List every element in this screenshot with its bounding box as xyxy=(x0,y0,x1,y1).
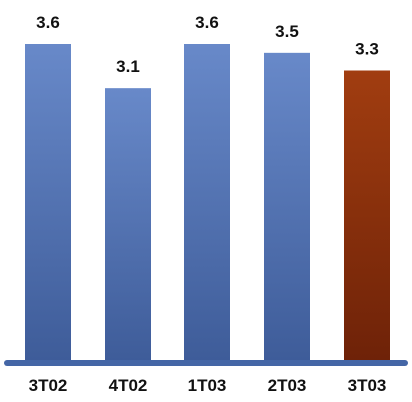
value-label-3t03: 3.3 xyxy=(355,40,379,59)
x-tick-label-3t02: 3T02 xyxy=(29,376,68,395)
x-tick-label-4t02: 4T02 xyxy=(109,376,148,395)
value-label-2t03: 3.5 xyxy=(275,22,299,41)
value-label-4t02: 3.1 xyxy=(116,57,140,76)
bar-4t02 xyxy=(105,88,151,363)
bar-2t03 xyxy=(264,52,310,362)
x-tick-label-2t03: 2T03 xyxy=(268,376,307,395)
x-tick-label-3t03: 3T03 xyxy=(348,376,387,395)
value-label-3t02: 3.6 xyxy=(36,13,60,32)
value-label-1t03: 3.6 xyxy=(195,13,219,32)
bar-1t03 xyxy=(184,44,230,362)
bar-3t02 xyxy=(25,44,71,362)
x-tick-labels-group: 3T02 4T02 1T03 2T03 3T03 xyxy=(29,376,387,395)
value-labels-group: 3.6 3.1 3.6 3.5 3.3 xyxy=(36,13,379,76)
x-axis-baseline xyxy=(4,360,408,366)
bar-3t03 xyxy=(344,70,390,362)
bars-group xyxy=(25,44,390,363)
x-tick-label-1t03: 1T03 xyxy=(188,376,227,395)
